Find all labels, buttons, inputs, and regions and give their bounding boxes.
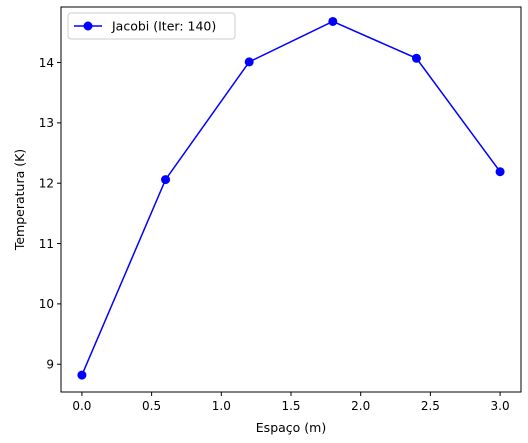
data-point	[77, 370, 87, 380]
x-axis-ticks: 0.0 0.5 1.0 1.5 2.0 2.5 3.0	[72, 392, 510, 413]
plot-frame	[60, 6, 522, 393]
y-axis-ticks: 9 10 11 12 13 14	[39, 56, 61, 372]
x-tick-label: 0.5	[142, 399, 161, 413]
y-axis-title: Temperatura (K)	[12, 149, 27, 251]
x-tick-label: 2.5	[421, 399, 440, 413]
data-point	[244, 57, 254, 67]
x-tick-label: 0.0	[72, 399, 91, 413]
legend: Jacobi (Iter: 140)	[67, 12, 236, 40]
legend-box	[67, 12, 236, 40]
x-tick-label: 3.0	[491, 399, 510, 413]
data-point	[328, 16, 338, 26]
data-point	[411, 53, 421, 63]
x-tick-label: 1.5	[281, 399, 300, 413]
data-point	[161, 175, 171, 185]
legend-label: Jacobi (Iter: 140)	[111, 19, 216, 34]
legend-marker-swatch	[83, 21, 93, 31]
x-tick-label: 2.0	[351, 399, 370, 413]
x-tick-label: 1.0	[212, 399, 231, 413]
y-tick-label: 12	[39, 177, 54, 191]
series-line	[81, 20, 501, 376]
y-tick-label: 14	[39, 56, 54, 70]
y-tick-label: 11	[39, 237, 54, 251]
data-point	[495, 167, 505, 177]
x-axis-title: Espaço (m)	[256, 420, 326, 435]
y-tick-label: 10	[39, 297, 54, 311]
plot-series	[77, 16, 505, 380]
y-tick-label: 13	[39, 116, 54, 130]
y-tick-label: 9	[46, 358, 54, 372]
